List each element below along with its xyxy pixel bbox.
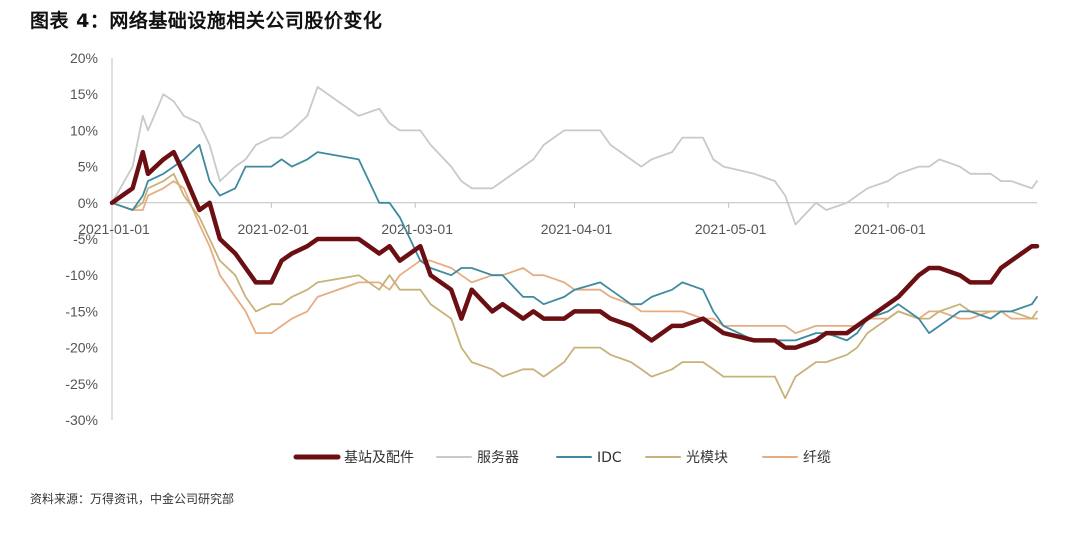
y-tick-label: -30%	[65, 412, 98, 428]
series-lines	[109, 86, 1040, 400]
legend-label: IDC	[597, 450, 622, 466]
y-tick-label: 20%	[70, 50, 98, 66]
series-line-2	[111, 86, 1038, 226]
y-tick-label: 0%	[78, 195, 98, 211]
y-tick-label: -15%	[65, 303, 98, 319]
legend-item: 纤缆	[762, 450, 831, 466]
x-tick-label: 2021-04-01	[541, 221, 613, 237]
chart-axes: 20% 15% 10% 5% 0% -5% -10% -15% -20% -25% -30% 2021…	[65, 50, 1037, 428]
y-tick-label: -10%	[65, 267, 98, 283]
legend-item: IDC	[556, 450, 622, 466]
y-tick-label: -5%	[73, 231, 98, 247]
x-tick-label: 2021-06-01	[854, 221, 926, 237]
x-tick-label: 2021-05-01	[695, 221, 767, 237]
legend-item: 光模块	[645, 450, 728, 466]
legend-label: 基站及配件	[344, 449, 414, 466]
chart-title: 图表 4：网络基础设施相关公司股价变化	[30, 10, 383, 32]
y-tick-label: -25%	[65, 376, 98, 392]
source-note: 资料来源：万得资讯，中金公司研究部	[30, 492, 235, 506]
legend-label: 纤缆	[803, 450, 831, 466]
x-tick-label: 2021-01-01	[78, 221, 150, 237]
legend-label: 服务器	[477, 450, 519, 466]
chart-legend: 基站及配件 服务器 IDC 光模块 纤缆	[293, 449, 831, 466]
x-tick-label: 2021-03-01	[381, 221, 453, 237]
legend-label: 光模块	[686, 450, 728, 466]
y-tick-label: 10%	[70, 122, 98, 138]
legend-item: 服务器	[436, 450, 519, 466]
y-tick-label: -20%	[65, 340, 98, 356]
x-tick-label: 2021-02-01	[237, 221, 309, 237]
y-tick-label: 15%	[70, 86, 98, 102]
legend-item: 基站及配件	[293, 449, 414, 466]
series-line-4	[111, 172, 1038, 400]
series-line-1	[109, 149, 1040, 350]
series-line-3	[111, 143, 1038, 342]
y-tick-label: 5%	[78, 159, 98, 175]
